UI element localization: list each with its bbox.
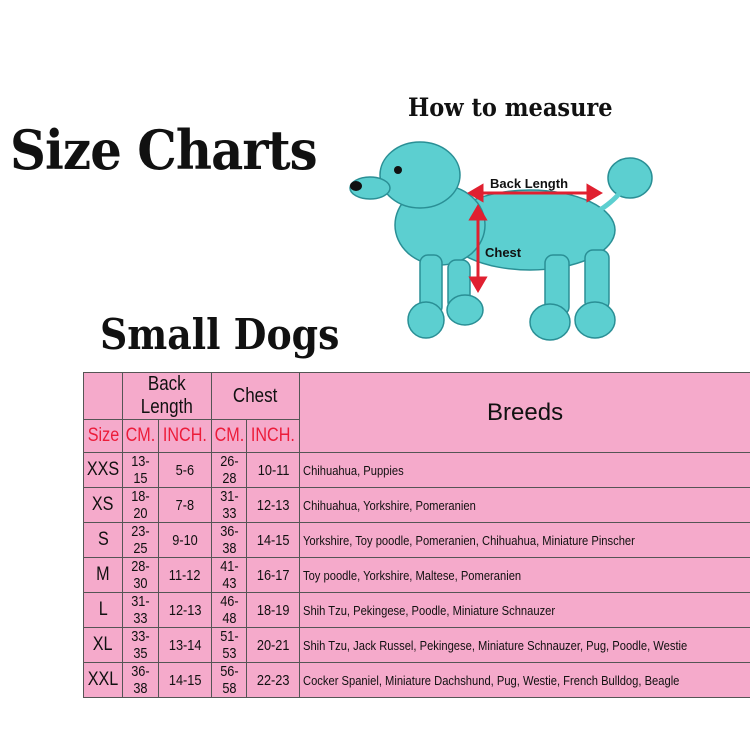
chest-label: Chest	[485, 245, 522, 260]
chest-inch-cell: 20-21	[246, 627, 301, 663]
size-cell: XXL	[82, 662, 124, 698]
back-length-cm-cell: 28-30	[122, 557, 159, 593]
chest-cm-cell: 51-53	[210, 627, 248, 663]
how-to-measure-heading: How to measure	[408, 93, 613, 122]
back-length-cm-cell: 23-25	[122, 522, 159, 558]
breeds-cell: Shih Tzu, Pekingese, Poodle, Miniature S…	[299, 592, 750, 628]
chest-inch-header: INCH.	[246, 419, 301, 453]
size-cell: M	[82, 557, 124, 593]
back-length-inch-cell: 11-12	[157, 557, 212, 593]
table-header-row: Back Length Chest Breeds	[82, 372, 750, 453]
back-length-label: Back Length	[490, 176, 568, 191]
measure-arrows	[467, 183, 603, 293]
breeds-cell: Toy poodle, Yorkshire, Maltese, Pomerani…	[299, 557, 750, 593]
back-length-cm-cell: 18-20	[122, 487, 159, 523]
table-row: XXS 13-15 5-6 26-28 10-11 Chihuahua, Puppies	[82, 452, 750, 488]
chest-cm-cell: 46-48	[210, 592, 248, 628]
chest-inch-cell: 22-23	[246, 662, 301, 698]
back-length-inch-cell: 13-14	[157, 627, 212, 663]
chest-inch-cell: 10-11	[246, 452, 301, 488]
breeds-cell: Yorkshire, Toy poodle, Pomeranien, Chihu…	[299, 522, 750, 558]
breeds-header: Breeds	[299, 372, 750, 453]
back-length-cm-cell: 31-33	[122, 592, 159, 628]
breeds-cell: Shih Tzu, Jack Russel, Pekingese, Miniat…	[299, 627, 750, 663]
chest-inch-cell: 18-19	[246, 592, 301, 628]
size-cell: XL	[82, 627, 124, 663]
size-chart-table: Back Length Chest Breeds Size CM. INCH. …	[82, 372, 750, 698]
chest-cm-header: CM.	[210, 419, 248, 453]
back-length-cm-cell: 13-15	[122, 452, 159, 488]
back-length-inch-cell: 7-8	[157, 487, 212, 523]
table-row: XXL 36-38 14-15 56-58 22-23 Cocker Spaniel, M…	[82, 662, 750, 698]
chest-cm-cell: 41-43	[210, 557, 248, 593]
back-length-cm-cell: 33-35	[122, 627, 159, 663]
back-length-cm-cell: 36-38	[122, 662, 159, 698]
back-length-inch-cell: 14-15	[157, 662, 212, 698]
back-length-header: Back Length	[122, 372, 212, 420]
table-row: M 28-30 11-12 41-43 16-17 Toy poodle, Yorkshi…	[82, 557, 750, 593]
back-length-inch-header: INCH.	[157, 419, 212, 453]
section-title: Small Dogs	[100, 310, 340, 359]
table-row: XL 33-35 13-14 51-53 20-21 Shih Tzu, Jack Rus…	[82, 627, 750, 663]
size-header: Size	[82, 419, 124, 453]
size-cell: L	[82, 592, 124, 628]
chest-inch-cell: 12-13	[246, 487, 301, 523]
breeds-cell: Chihuahua, Yorkshire, Pomeranien	[299, 487, 750, 523]
table-row: XS 18-20 7-8 31-33 12-13 Chihuahua, Yorkshire…	[82, 487, 750, 523]
table-subheader-row: Size CM. INCH. CM. INCH.	[82, 419, 750, 453]
table-row: S 23-25 9-10 36-38 14-15 Yorkshire, Toy poodl…	[82, 522, 750, 558]
size-cell: XS	[82, 487, 124, 523]
breeds-cell: Cocker Spaniel, Miniature Dachshund, Pug…	[299, 662, 750, 698]
chest-cm-cell: 36-38	[210, 522, 248, 558]
chest-inch-cell: 16-17	[246, 557, 301, 593]
back-length-inch-cell: 12-13	[157, 592, 212, 628]
breeds-cell: Chihuahua, Puppies	[299, 452, 750, 488]
empty-header-cell	[82, 372, 124, 420]
back-length-cm-header: CM.	[122, 419, 159, 453]
chest-inch-cell: 14-15	[246, 522, 301, 558]
poodle-measure-illustration: Back Length Chest	[349, 141, 653, 341]
size-cell: S	[82, 522, 124, 558]
page-title: Size Charts	[10, 118, 318, 182]
poodle-icon	[349, 141, 653, 341]
chest-cm-cell: 26-28	[210, 452, 248, 488]
back-length-inch-cell: 9-10	[157, 522, 212, 558]
size-cell: XXS	[82, 452, 124, 488]
chest-cm-cell: 56-58	[210, 662, 248, 698]
table-row: L 31-33 12-13 46-48 18-19 Shih Tzu, Pekingese…	[82, 592, 750, 628]
chest-cm-cell: 31-33	[210, 487, 248, 523]
back-length-inch-cell: 5-6	[157, 452, 212, 488]
chest-header: Chest	[210, 372, 301, 420]
